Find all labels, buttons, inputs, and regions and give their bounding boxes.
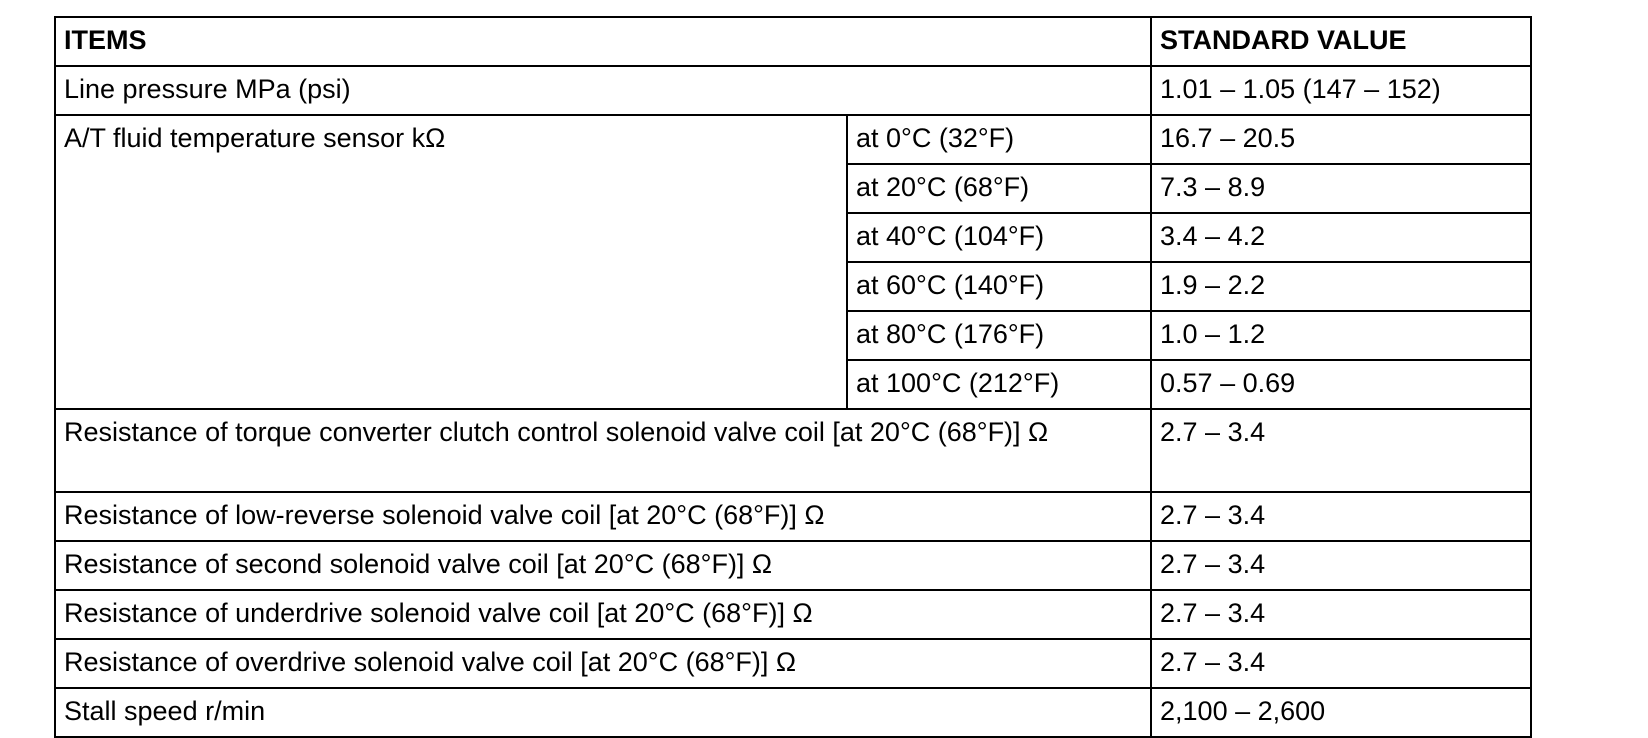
value-cell: 2.7 – 3.4 bbox=[1150, 491, 1533, 542]
table-row: Resistance of overdrive solenoid valve c… bbox=[53, 638, 1533, 689]
value-cell: 2.7 – 3.4 bbox=[1150, 540, 1533, 591]
table-row: Resistance of second solenoid valve coil… bbox=[53, 540, 1533, 591]
value-cell: 2,100 – 2,600 bbox=[1150, 687, 1533, 738]
value-cell: 2.7 – 3.4 bbox=[1150, 408, 1533, 493]
value-cell: 1.9 – 2.2 bbox=[1150, 261, 1533, 312]
value-cell: 1.01 – 1.05 (147 – 152) bbox=[1150, 65, 1533, 116]
item-cell: Stall speed r/min bbox=[53, 687, 1153, 738]
item-cell: Resistance of second solenoid valve coil… bbox=[53, 540, 1153, 591]
item-cell: Resistance of underdrive solenoid valve … bbox=[53, 589, 1153, 640]
condition-cell: at 0°C (32°F) bbox=[845, 114, 1153, 165]
table-row: at 20°C (68°F) 7.3 – 8.9 bbox=[55, 163, 1533, 214]
table-row: Resistance of low-reverse solenoid valve… bbox=[53, 491, 1533, 542]
table-row: Line pressure MPa (psi) 1.01 – 1.05 (147 … bbox=[53, 65, 1533, 116]
item-cell: A/T fluid temperature sensor kΩ bbox=[54, 114, 848, 410]
header-cell: ITEMS bbox=[53, 16, 1153, 67]
table-row: at 40°C (104°F) 3.4 – 4.2 bbox=[55, 212, 1533, 263]
value-cell: 3.4 – 4.2 bbox=[1150, 212, 1533, 263]
spec-table: ITEMS STANDARD VALUE Line pressure MPa (… bbox=[53, 16, 1533, 738]
item-cell: Line pressure MPa (psi) bbox=[53, 65, 1153, 116]
table-row: Resistance of torque converter clutch co… bbox=[53, 408, 1533, 493]
table-row: A/T fluid temperature sensor kΩ at 0°C (3… bbox=[54, 114, 1533, 410]
table-row: Resistance of underdrive solenoid valve … bbox=[53, 589, 1533, 640]
value-cell: 7.3 – 8.9 bbox=[1150, 163, 1533, 214]
condition-cell: at 40°C (104°F) bbox=[845, 212, 1153, 263]
header-row: ITEMS STANDARD VALUE bbox=[53, 16, 1533, 67]
table-row: at 60°C (140°F) 1.9 – 2.2 bbox=[55, 261, 1533, 312]
condition-cell: at 60°C (140°F) bbox=[845, 261, 1153, 312]
item-cell: Resistance of torque converter clutch co… bbox=[53, 408, 1153, 493]
table-row: at 100°C (212°F) 0.57 – 0.69 bbox=[55, 359, 1533, 410]
value-cell: 1.0 – 1.2 bbox=[1150, 310, 1533, 361]
table-row: at 80°C (176°F) 1.0 – 1.2 bbox=[55, 310, 1533, 361]
value-cell: 2.7 – 3.4 bbox=[1150, 589, 1533, 640]
item-cell: Resistance of low-reverse solenoid valve… bbox=[53, 491, 1153, 542]
table-body: Line pressure MPa (psi) 1.01 – 1.05 (147 … bbox=[53, 65, 1533, 738]
condition-cell: at 20°C (68°F) bbox=[845, 163, 1153, 214]
value-cell: 16.7 – 20.5 bbox=[1150, 114, 1533, 165]
value-cell: 2.7 – 3.4 bbox=[1150, 638, 1533, 689]
value-cell: 0.57 – 0.69 bbox=[1150, 359, 1533, 410]
condition-cell: at 80°C (176°F) bbox=[845, 310, 1153, 361]
table-row: Stall speed r/min 2,100 – 2,600 bbox=[53, 687, 1533, 738]
condition-cell: at 100°C (212°F) bbox=[845, 359, 1153, 410]
item-cell: Resistance of overdrive solenoid valve c… bbox=[53, 638, 1153, 689]
header-cell: STANDARD VALUE bbox=[1150, 16, 1533, 67]
